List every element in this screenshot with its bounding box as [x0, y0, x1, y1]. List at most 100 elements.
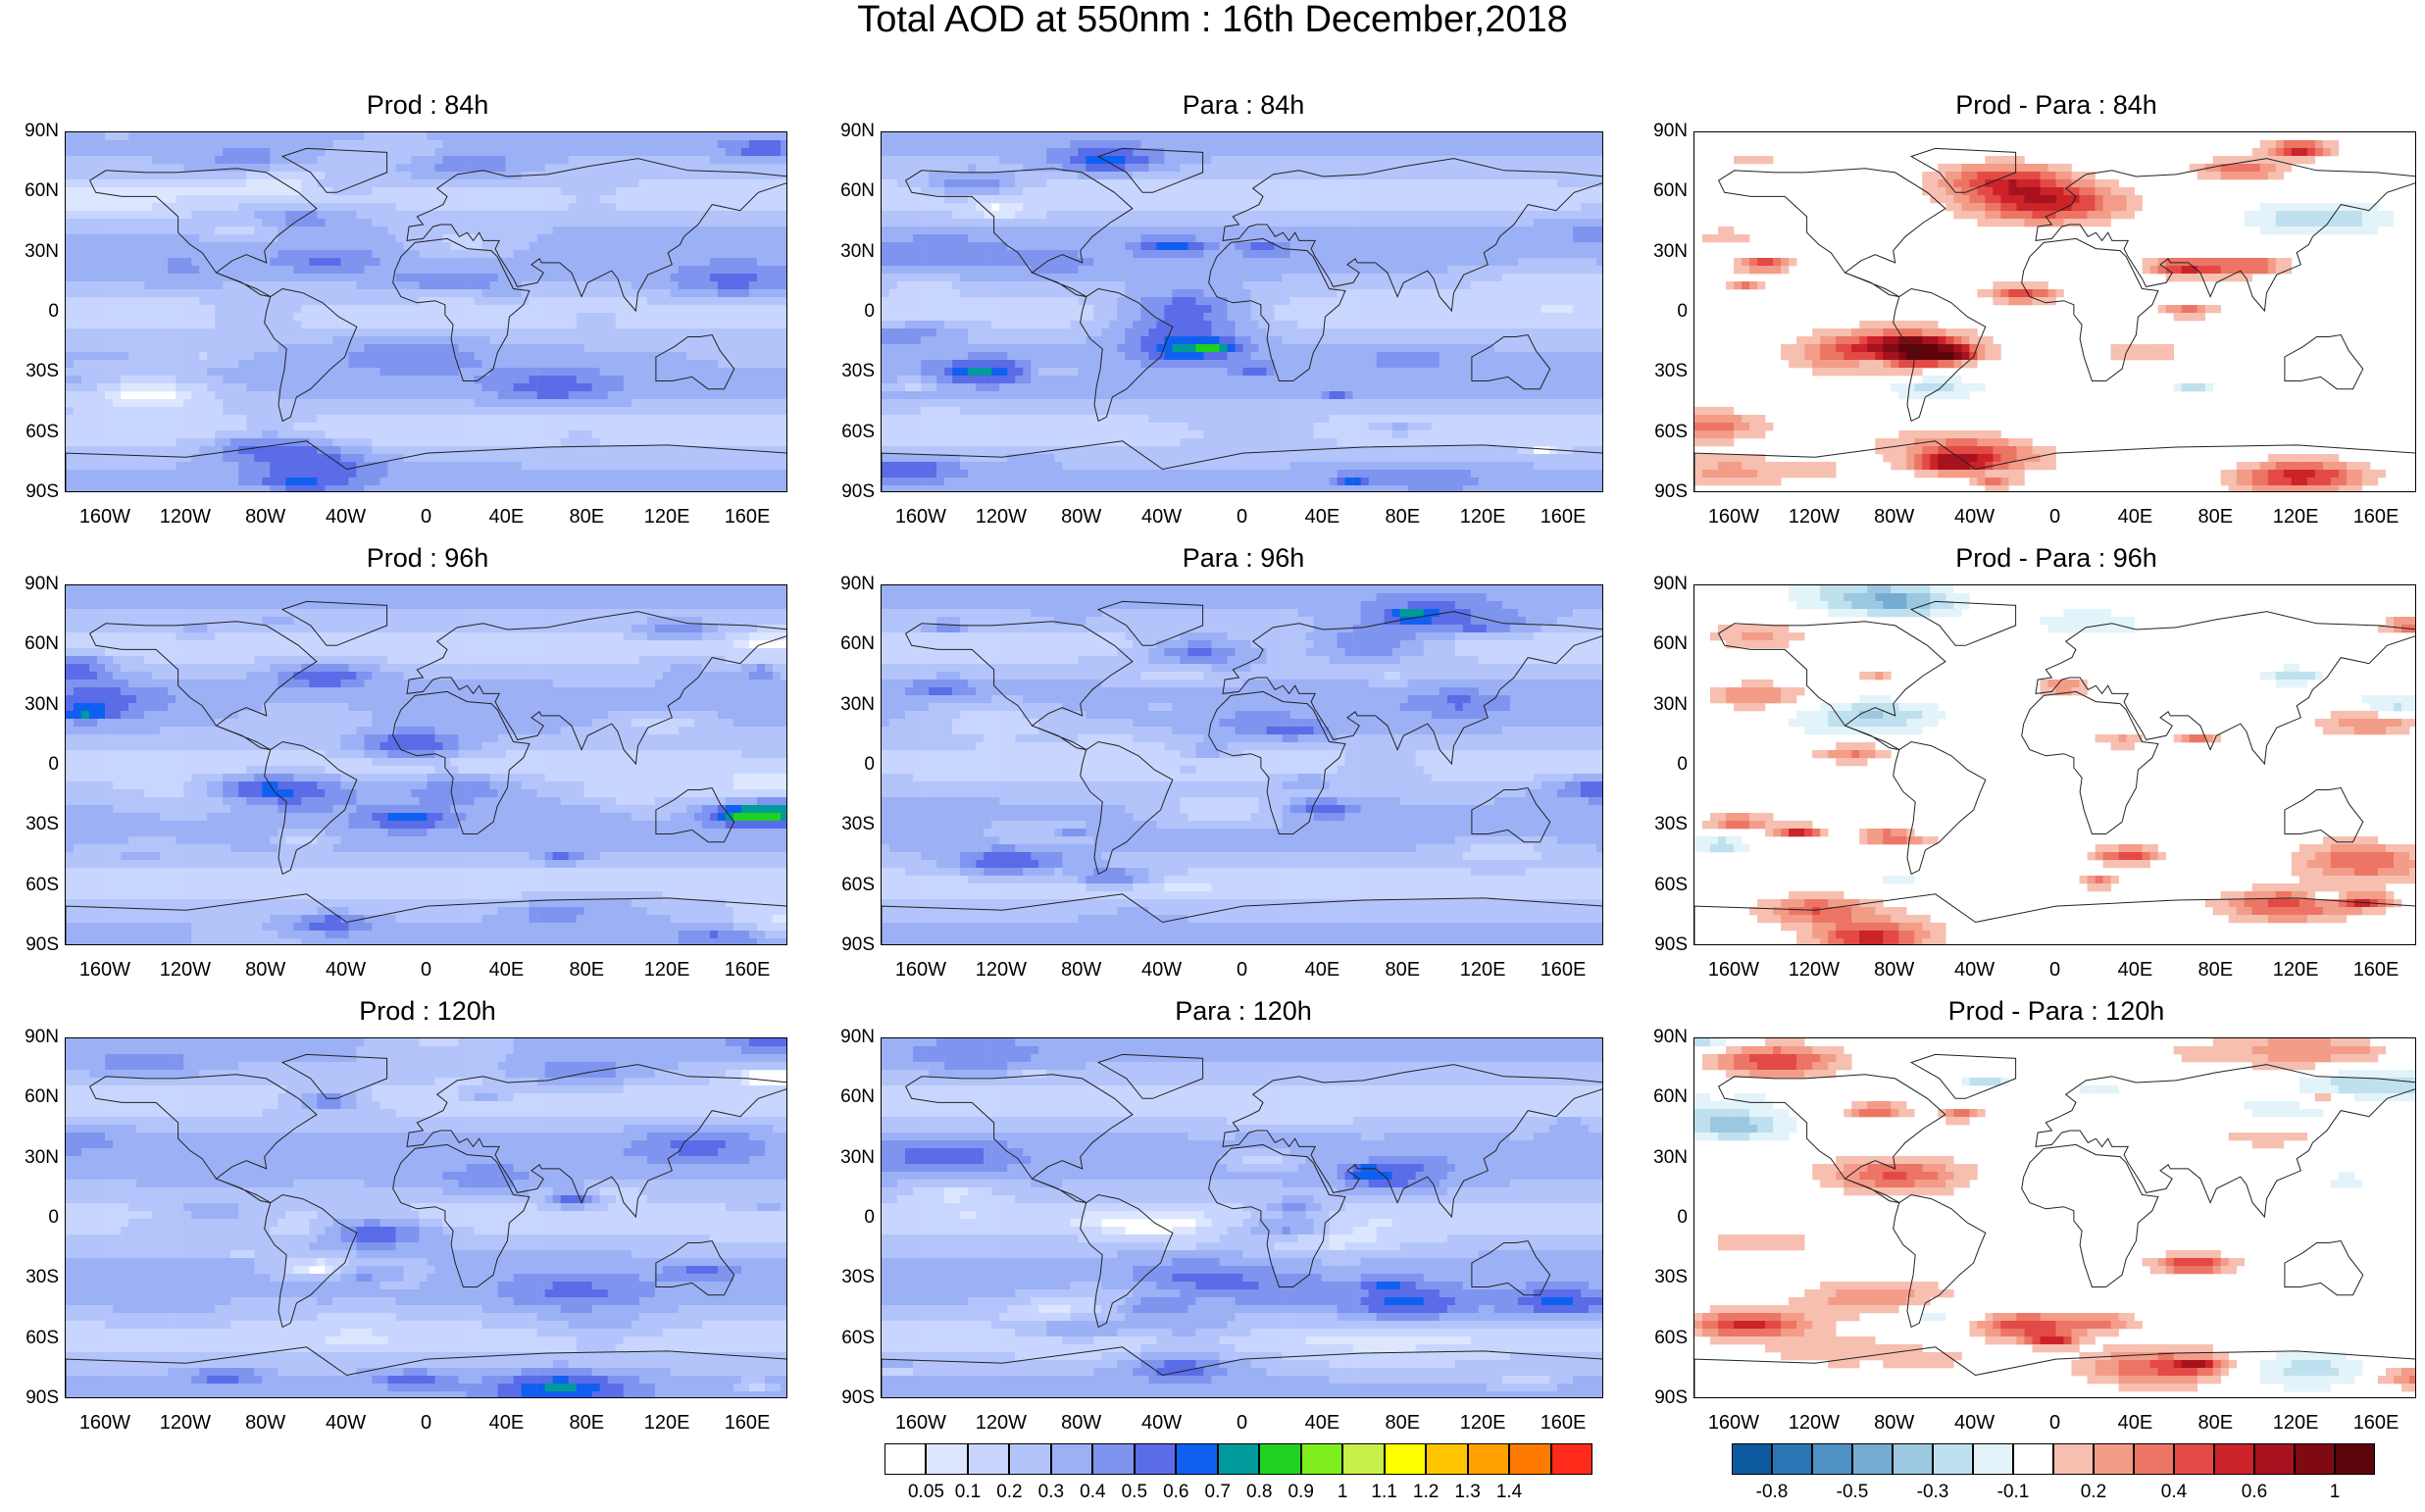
latitude-label: 90S: [1629, 935, 1688, 955]
longitude-label: 0: [2011, 506, 2099, 528]
latitude-label: 60N: [816, 634, 875, 654]
latitude-label: 60S: [816, 876, 875, 895]
longitude-label: 0: [2011, 1412, 2099, 1434]
colorbar-swatch: [2013, 1443, 2053, 1475]
map-panel: [881, 131, 1603, 492]
map-field: [882, 1038, 1603, 1398]
latitude-label: 30S: [1629, 815, 1688, 834]
longitude-label: 0: [382, 506, 471, 528]
latitude-label: 60S: [1629, 423, 1688, 442]
map-field: [1694, 1038, 2416, 1398]
map-panel: [1693, 131, 2416, 492]
longitude-label: 80W: [1850, 959, 1939, 981]
colorbar-swatch: [2053, 1443, 2094, 1475]
colorbar-swatch: [1772, 1443, 1812, 1475]
longitude-label: 40W: [1118, 959, 1206, 981]
latitude-label: 90S: [816, 1388, 875, 1408]
longitude-label: 0: [382, 1412, 471, 1434]
longitude-label: 120W: [141, 506, 229, 528]
colorbar-swatch: [1933, 1443, 1973, 1475]
colorbar-swatch: [1301, 1443, 1342, 1475]
latitude-label: 30S: [0, 815, 59, 834]
colorbar-label: 1.4: [1480, 1483, 1539, 1502]
latitude-label: 30N: [816, 695, 875, 715]
map-field: [66, 132, 787, 492]
latitude-label: 90S: [0, 482, 59, 502]
colorbar-swatch: [1135, 1443, 1176, 1475]
longitude-label: 160E: [1519, 1412, 1607, 1434]
longitude-label: 40E: [1278, 1412, 1366, 1434]
panel-title: Prod - Para : 96h: [1693, 543, 2419, 573]
map-panel: [881, 1037, 1603, 1398]
longitude-label: 0: [1198, 1412, 1287, 1434]
colorbar-swatch: [1509, 1443, 1550, 1475]
longitude-label: 160E: [2332, 506, 2420, 528]
latitude-label: 30S: [1629, 362, 1688, 381]
colorbar-swatch: [2214, 1443, 2254, 1475]
colorbar-swatch: [2335, 1443, 2375, 1475]
map-panel: [65, 131, 787, 492]
longitude-label: 80E: [1358, 1412, 1446, 1434]
colorbar-label: -0.5: [1823, 1483, 1882, 1502]
longitude-label: 160W: [877, 506, 965, 528]
latitude-label: 0: [0, 1208, 59, 1228]
longitude-label: 120W: [957, 1412, 1045, 1434]
latitude-label: 60N: [1629, 1087, 1688, 1107]
latitude-label: 90N: [1629, 122, 1688, 141]
longitude-label: 80E: [2171, 1412, 2259, 1434]
longitude-label: 120E: [623, 959, 711, 981]
latitude-label: 60S: [816, 423, 875, 442]
colorbar-swatch: [1852, 1443, 1893, 1475]
map-field: [882, 132, 1603, 492]
latitude-label: 0: [1629, 302, 1688, 322]
longitude-label: 80W: [1850, 506, 1939, 528]
longitude-label: 40E: [2091, 1412, 2179, 1434]
panel-title: Prod - Para : 84h: [1693, 90, 2419, 120]
latitude-label: 60N: [1629, 634, 1688, 654]
latitude-label: 0: [0, 302, 59, 322]
longitude-label: 80W: [222, 959, 310, 981]
panel-title: Prod : 84h: [65, 90, 790, 120]
panel-title: Para : 96h: [881, 543, 1606, 573]
colorbar-swatch: [1732, 1443, 1772, 1475]
longitude-label: 160E: [703, 1412, 791, 1434]
colorbar-swatch: [1092, 1443, 1134, 1475]
colorbar-swatch: [1259, 1443, 1300, 1475]
longitude-label: 40E: [2091, 506, 2179, 528]
longitude-label: 160W: [61, 506, 149, 528]
colorbar-label: 1: [2305, 1483, 2364, 1502]
latitude-label: 60N: [0, 634, 59, 654]
latitude-label: 60N: [0, 181, 59, 201]
latitude-label: 60S: [1629, 1329, 1688, 1348]
latitude-label: 30S: [816, 1268, 875, 1287]
latitude-label: 90S: [0, 1388, 59, 1408]
longitude-label: 40E: [1278, 959, 1366, 981]
latitude-label: 60S: [0, 1329, 59, 1348]
longitude-label: 80E: [2171, 506, 2259, 528]
longitude-label: 80E: [542, 1412, 631, 1434]
longitude-label: 160W: [877, 1412, 965, 1434]
coastline: [1911, 1054, 2016, 1098]
latitude-label: 30N: [1629, 242, 1688, 262]
longitude-label: 80W: [1037, 1412, 1126, 1434]
longitude-label: 40W: [1931, 1412, 2019, 1434]
colorbar-swatch: [2134, 1443, 2174, 1475]
latitude-label: 60S: [1629, 876, 1688, 895]
map-panel: [881, 584, 1603, 945]
panel-title: Prod - Para : 120h: [1693, 996, 2419, 1026]
longitude-label: 120W: [1770, 1412, 1858, 1434]
map-panel: [1693, 584, 2416, 945]
colorbar-swatch: [2254, 1443, 2295, 1475]
latitude-label: 30N: [816, 242, 875, 262]
longitude-label: 40E: [462, 506, 550, 528]
colorbar-label: 0.2: [2064, 1483, 2123, 1502]
latitude-label: 60N: [1629, 181, 1688, 201]
longitude-label: 160W: [877, 959, 965, 981]
longitude-label: 40E: [462, 1412, 550, 1434]
latitude-label: 30N: [816, 1148, 875, 1168]
latitude-label: 30S: [0, 1268, 59, 1287]
longitude-label: 40W: [302, 1412, 390, 1434]
coastline: [2022, 691, 2158, 833]
longitude-label: 80E: [1358, 959, 1446, 981]
